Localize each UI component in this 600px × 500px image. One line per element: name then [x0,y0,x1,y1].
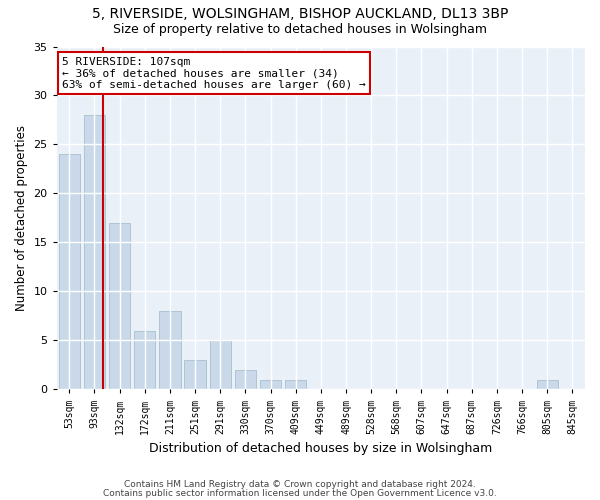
Bar [184,360,206,390]
Bar [59,154,80,390]
Bar [209,340,231,390]
Bar [260,380,281,390]
Text: 5, RIVERSIDE, WOLSINGHAM, BISHOP AUCKLAND, DL13 3BP: 5, RIVERSIDE, WOLSINGHAM, BISHOP AUCKLAN… [92,8,508,22]
Bar [159,311,181,390]
Y-axis label: Number of detached properties: Number of detached properties [15,125,28,311]
Bar [134,330,155,390]
X-axis label: Distribution of detached houses by size in Wolsingham: Distribution of detached houses by size … [149,442,493,455]
Bar [109,223,130,390]
Text: 5 RIVERSIDE: 107sqm
← 36% of detached houses are smaller (34)
63% of semi-detach: 5 RIVERSIDE: 107sqm ← 36% of detached ho… [62,57,366,90]
Bar [84,115,105,390]
Text: Contains public sector information licensed under the Open Government Licence v3: Contains public sector information licen… [103,489,497,498]
Text: Size of property relative to detached houses in Wolsingham: Size of property relative to detached ho… [113,22,487,36]
Bar [235,370,256,390]
Bar [536,380,558,390]
Bar [285,380,307,390]
Text: Contains HM Land Registry data © Crown copyright and database right 2024.: Contains HM Land Registry data © Crown c… [124,480,476,489]
